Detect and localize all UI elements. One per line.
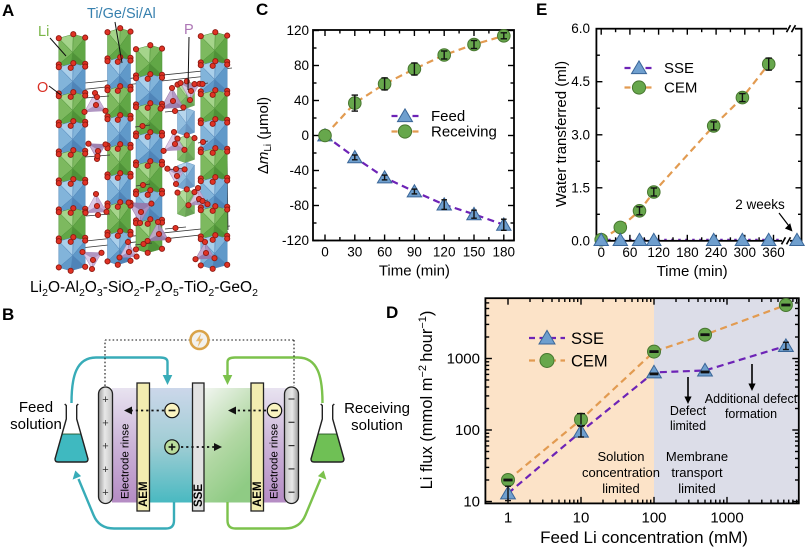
svg-text:360: 360 <box>762 245 785 260</box>
svg-text:60: 60 <box>377 245 392 260</box>
svg-text:90: 90 <box>407 245 422 260</box>
svg-text:ΔmLi (μmol): ΔmLi (μmol) <box>255 97 274 174</box>
svg-text:30: 30 <box>347 245 362 260</box>
svg-text:1: 1 <box>504 509 512 526</box>
svg-text:60: 60 <box>622 245 637 260</box>
svg-text:+: + <box>102 441 108 453</box>
svg-text:-40: -40 <box>289 163 309 178</box>
svg-text:E: E <box>536 0 547 19</box>
svg-text:+: + <box>102 487 108 499</box>
svg-text:Defect: Defect <box>670 404 707 418</box>
svg-text:Feed: Feed <box>431 108 465 125</box>
svg-text:Electrode rinse: Electrode rinse <box>120 424 132 499</box>
svg-text:10: 10 <box>573 509 590 526</box>
svg-text:180: 180 <box>676 245 699 260</box>
svg-text:AEM: AEM <box>138 481 150 507</box>
svg-text:P: P <box>184 22 194 38</box>
svg-text:120: 120 <box>647 245 670 260</box>
svg-text:Feed: Feed <box>19 399 53 416</box>
svg-text:1.5: 1.5 <box>571 180 590 195</box>
svg-text:Additional defect: Additional defect <box>705 392 798 406</box>
svg-text:Li2O-Al2O3-SiO2-P2O5-TiO2-GeO2: Li2O-Al2O3-SiO2-P2O5-TiO2-GeO2 <box>30 279 258 299</box>
svg-text:formation: formation <box>725 407 777 421</box>
svg-text:CEM: CEM <box>664 80 697 97</box>
svg-text:SSE: SSE <box>193 484 205 507</box>
svg-text:limited: limited <box>602 481 640 496</box>
svg-text:-80: -80 <box>289 198 309 213</box>
svg-text:Ti/Ge/Si/Al: Ti/Ge/Si/Al <box>87 6 156 22</box>
svg-text:concentration: concentration <box>582 465 660 480</box>
svg-text:Time (min): Time (min) <box>379 263 450 280</box>
svg-text:Li flux (mmol m−2 hour−1): Li flux (mmol m−2 hour−1) <box>417 311 436 490</box>
svg-text:120: 120 <box>433 245 456 260</box>
svg-text:transport: transport <box>671 465 723 480</box>
svg-text:Time (min): Time (min) <box>657 263 728 280</box>
svg-text:80: 80 <box>294 58 309 73</box>
svg-text:150: 150 <box>463 245 486 260</box>
svg-text:limited: limited <box>678 481 716 496</box>
svg-text:limited: limited <box>670 419 706 433</box>
svg-text:Receiving: Receiving <box>431 124 497 141</box>
svg-text:Li: Li <box>38 24 49 40</box>
svg-text:SSE: SSE <box>571 330 604 348</box>
svg-text:Feed Li concentration (mM): Feed Li concentration (mM) <box>540 528 748 547</box>
svg-text:180: 180 <box>493 245 516 260</box>
svg-text:A: A <box>2 1 14 20</box>
svg-text:Membrane: Membrane <box>666 449 728 464</box>
svg-text:AEM: AEM <box>252 481 264 507</box>
svg-text:solution: solution <box>351 417 403 434</box>
svg-text:240: 240 <box>705 245 728 260</box>
svg-text:Receiving: Receiving <box>344 400 410 417</box>
svg-text:Electrode rinse: Electrode rinse <box>269 424 281 499</box>
svg-text:+: + <box>102 417 108 429</box>
svg-text:0.0: 0.0 <box>571 233 590 248</box>
svg-text:120: 120 <box>286 23 309 38</box>
svg-text:D: D <box>386 303 398 322</box>
svg-text:+: + <box>102 394 108 406</box>
svg-text:-120: -120 <box>282 233 309 248</box>
svg-text:O: O <box>37 80 48 96</box>
svg-text:3.0: 3.0 <box>571 127 590 142</box>
svg-text:B: B <box>2 305 14 324</box>
svg-text:1000: 1000 <box>710 509 743 526</box>
svg-text:300: 300 <box>734 245 757 260</box>
svg-text:40: 40 <box>294 93 309 108</box>
svg-text:10: 10 <box>463 494 480 511</box>
svg-text:CEM: CEM <box>571 353 608 371</box>
svg-text:100: 100 <box>641 509 666 526</box>
svg-text:SSE: SSE <box>664 60 694 77</box>
svg-text:0: 0 <box>597 245 605 260</box>
svg-text:0: 0 <box>301 128 309 143</box>
svg-text:Water transferred (ml): Water transferred (ml) <box>553 61 570 207</box>
svg-text:6.0: 6.0 <box>571 21 590 36</box>
svg-text:2 weeks: 2 weeks <box>735 197 785 212</box>
svg-text:Solution: Solution <box>598 449 645 464</box>
svg-text:+: + <box>102 464 108 476</box>
svg-text:100: 100 <box>455 422 480 439</box>
svg-text:0: 0 <box>321 245 329 260</box>
svg-text:4.5: 4.5 <box>571 74 590 89</box>
svg-text:C: C <box>256 0 268 19</box>
svg-text:solution: solution <box>10 416 62 433</box>
svg-text:1000: 1000 <box>447 351 480 368</box>
